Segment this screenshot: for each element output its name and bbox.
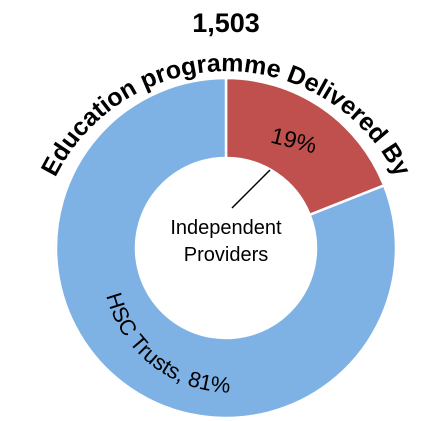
chart-title: 1,503 <box>192 8 260 38</box>
leader-line <box>231 169 271 209</box>
donut-slice: Independent Providers <box>224 76 386 217</box>
category-label-line: Independent <box>170 217 282 239</box>
donut-slice: HSC Trusts <box>54 76 398 420</box>
category-label: Independent Providers <box>170 217 282 266</box>
category-label-line: Providers <box>184 244 268 266</box>
